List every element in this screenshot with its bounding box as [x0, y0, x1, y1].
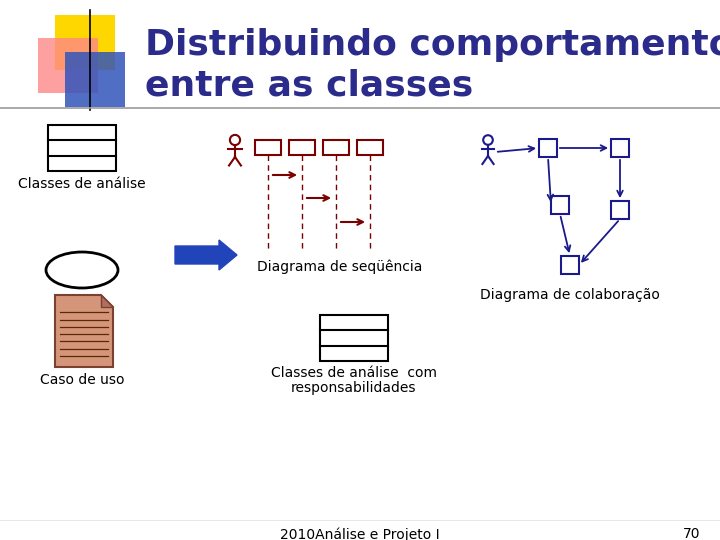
Bar — [357, 140, 383, 155]
Text: Classes de análise: Classes de análise — [18, 177, 146, 191]
Text: Caso de uso: Caso de uso — [40, 373, 125, 387]
Bar — [539, 139, 557, 157]
Text: Classes de análise  com: Classes de análise com — [271, 366, 437, 380]
Text: Diagrama de colaboração: Diagrama de colaboração — [480, 288, 660, 302]
Bar — [289, 140, 315, 155]
Bar — [320, 315, 388, 361]
Bar — [561, 256, 579, 274]
Bar — [551, 196, 569, 214]
Bar — [55, 15, 115, 70]
Bar — [38, 38, 98, 93]
Text: 2010Análise e Projeto I: 2010Análise e Projeto I — [280, 527, 440, 540]
Bar — [611, 139, 629, 157]
Polygon shape — [55, 295, 113, 367]
Text: Diagrama de seqüência: Diagrama de seqüência — [257, 260, 423, 274]
Text: responsabilidades: responsabilidades — [292, 381, 417, 395]
Text: 70: 70 — [683, 527, 700, 540]
Bar — [611, 201, 629, 219]
Bar — [255, 140, 281, 155]
Bar — [65, 52, 125, 107]
FancyArrow shape — [175, 240, 237, 270]
Bar — [323, 140, 349, 155]
Text: Distribuindo comportamento: Distribuindo comportamento — [145, 28, 720, 62]
Polygon shape — [101, 295, 113, 307]
Text: entre as classes: entre as classes — [145, 68, 473, 102]
Bar — [48, 125, 116, 171]
